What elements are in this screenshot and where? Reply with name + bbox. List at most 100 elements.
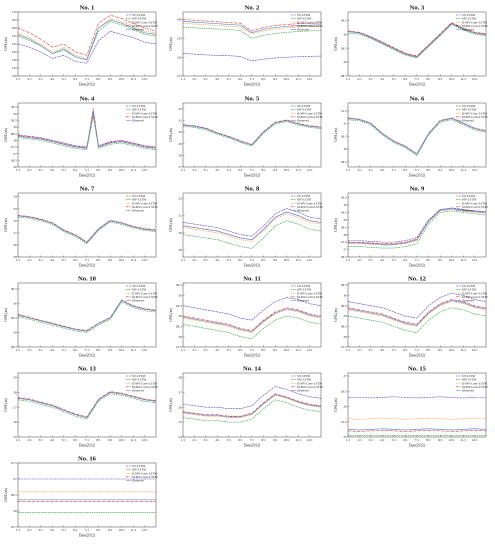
x-tick-label: 9/1 xyxy=(273,77,278,81)
series-line-mv-lstm xyxy=(17,393,157,420)
series-line-m-mv-conv-lstm xyxy=(347,22,487,57)
legend-label: MV-LSTM xyxy=(297,108,311,112)
x-tick-label: 9/1 xyxy=(108,348,113,352)
x-tick-label: 12/1 xyxy=(472,438,478,442)
x-tick-label: 6/1 xyxy=(238,438,243,442)
y-tick-label: 170 xyxy=(12,10,17,14)
x-tick-label: 11/1 xyxy=(130,438,136,442)
legend-label: MV-LSTM xyxy=(462,378,476,382)
x-tick-label: 1/1 xyxy=(346,168,351,172)
x-tick-label: 10/1 xyxy=(284,348,290,352)
y-tick-label: 25.5 xyxy=(11,525,17,529)
x-tick-label: 4/1 xyxy=(50,168,55,172)
plot-frame xyxy=(347,102,487,168)
x-tick-label: 3/1 xyxy=(39,258,44,262)
legend-label: SV-LSTM xyxy=(132,374,145,378)
x-tick-label: 1/1 xyxy=(346,348,351,352)
x-tick-label: 9/1 xyxy=(108,77,113,81)
line-chart-9: No. 9 26.5 27 27.5 28 28.5 29 29.5 30 30.5 1/1 2/1 3… xyxy=(334,186,488,268)
x-tick-label: 1/1 xyxy=(346,438,351,442)
series-line-d-mv-conv-lstm xyxy=(347,22,487,57)
y-tick-label: 30.5 xyxy=(341,134,347,138)
line-chart-15: No. 15 25 25.5 26 26.5 27 1/1 2/1 3/1 4/1 5/1 6/1 7/… xyxy=(334,366,488,448)
legend-label: SV-LSTM xyxy=(297,284,310,288)
x-tick-label: 6/1 xyxy=(403,168,408,172)
x-tick-label: 2/1 xyxy=(358,438,363,442)
x-tick-label: 9/1 xyxy=(438,258,443,262)
y-tick-label: 25 xyxy=(343,435,347,439)
panel-title: No. 2 xyxy=(245,5,260,12)
x-tick-label: 2/1 xyxy=(358,77,363,81)
x-tick-label: 3/1 xyxy=(204,438,209,442)
x-tick-label: 8/1 xyxy=(426,438,431,442)
x-tick-label: 4/1 xyxy=(50,258,55,262)
y-tick-label: 31 xyxy=(343,122,347,126)
line-chart-1: No. 1 130 135 140 145 150 155 160 165 170 1/1 2/1 3/… xyxy=(4,5,158,87)
x-axis-label: Date(2012) xyxy=(409,174,426,178)
x-tick-label: 8/1 xyxy=(261,77,266,81)
y-axis-label: GWL(m) xyxy=(334,308,338,322)
panel-title: No. 6 xyxy=(410,96,425,103)
y-tick-label: 29.5 xyxy=(341,160,347,164)
legend-label: Observed xyxy=(462,299,474,303)
x-tick-label: 5/1 xyxy=(392,77,397,81)
y-tick-label: 31 xyxy=(178,214,182,218)
x-tick-label: 11/1 xyxy=(295,168,301,172)
y-tick-label: 29 xyxy=(178,248,182,252)
legend-label: D-MV-Conv-LSTM xyxy=(297,291,322,295)
legend-label: M-MV-Conv-LSTM xyxy=(132,385,158,389)
x-tick-label: 6/1 xyxy=(73,77,78,81)
legend-label: MV-LSTM xyxy=(297,198,311,202)
x-tick-label: 6/1 xyxy=(73,258,78,262)
legend-label: SV-LSTM xyxy=(297,13,310,17)
line-chart-13: No. 13 25 26 27 28 29 1/1 2/1 3/1 4/1 5/1 6/1 7/1 8/1… xyxy=(4,366,158,448)
legend-label: MV-LSTM xyxy=(462,108,476,112)
panel-title: No. 14 xyxy=(243,366,262,373)
chart-panel-5: No. 5 27 28 29 30 31 32 1/1 2/1 3/1 4/1 5/1 6/1 7/1 8/… xyxy=(169,93,327,181)
legend-label: D-MV-Conv-LSTM xyxy=(132,471,157,475)
x-tick-label: 12/1 xyxy=(142,168,148,172)
x-tick-label: 7/1 xyxy=(250,348,255,352)
legend-label: Observed xyxy=(297,389,309,393)
series-line-sv-lstm xyxy=(347,293,487,319)
series-line-m-mv-conv-lstm xyxy=(347,117,487,155)
y-tick-label: 135 xyxy=(12,66,17,70)
y-tick-label: 27 xyxy=(13,477,17,481)
legend-label: D-MV-Conv-LSTM xyxy=(132,20,157,24)
y-tick-label: 27 xyxy=(178,165,182,169)
x-tick-label: 2/1 xyxy=(28,438,33,442)
legend-label: M-MV-Conv-LSTM xyxy=(297,24,323,28)
y-tick-label: 30.5 xyxy=(341,196,347,200)
y-tick-label: 28.5 xyxy=(341,324,347,328)
y-tick-label: 26 xyxy=(13,509,17,513)
y-tick-label: 29 xyxy=(13,376,17,380)
series-line-observed xyxy=(182,308,322,332)
x-tick-label: 11/1 xyxy=(130,168,136,172)
x-tick-label: 8/1 xyxy=(96,168,101,172)
line-chart-4: No. 4 26 26.5 27 27.5 28 28.5 29 29.5 30 30.5 1/1 2/… xyxy=(4,96,158,178)
x-tick-label: 7/1 xyxy=(85,438,90,442)
plot-frame xyxy=(17,372,157,438)
x-tick-label: 12/1 xyxy=(307,77,313,81)
legend-label: SV-LSTM xyxy=(132,13,145,17)
panel-title: No. 10 xyxy=(78,276,97,283)
y-tick-label: 29 xyxy=(178,314,182,318)
series-line-mv-lstm xyxy=(182,220,322,249)
y-axis-label: GWL(m) xyxy=(4,37,8,51)
y-tick-label: 30.5 xyxy=(176,283,182,287)
y-tick-label: 30 xyxy=(343,32,347,36)
x-tick-label: 6/1 xyxy=(238,77,243,81)
x-tick-label: 2/1 xyxy=(28,348,33,352)
x-tick-label: 5/1 xyxy=(392,348,397,352)
y-tick-label: 27.5 xyxy=(341,240,347,244)
legend-label: MV-LSTM xyxy=(462,17,476,21)
series-line-observed xyxy=(182,394,322,418)
x-tick-label: 6/1 xyxy=(238,168,243,172)
y-tick-label: 32 xyxy=(178,196,182,200)
legend-label: D-MV-Conv-LSTM xyxy=(297,20,322,24)
y-tick-label: 28.5 xyxy=(341,225,347,229)
x-tick-label: 11/1 xyxy=(130,258,136,262)
y-tick-label: 150 xyxy=(12,42,17,46)
legend-label: M-MV-Conv-LSTM xyxy=(462,115,488,119)
series-line-observed xyxy=(182,21,322,34)
